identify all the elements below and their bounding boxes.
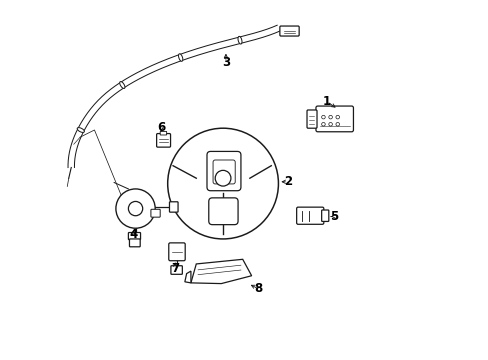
Ellipse shape [238, 36, 242, 44]
FancyBboxPatch shape [321, 210, 328, 221]
FancyBboxPatch shape [171, 266, 182, 274]
Circle shape [335, 122, 339, 126]
Polygon shape [68, 25, 279, 167]
Text: 7: 7 [171, 262, 179, 275]
FancyBboxPatch shape [151, 209, 160, 217]
FancyBboxPatch shape [213, 160, 235, 184]
FancyBboxPatch shape [206, 152, 241, 191]
Ellipse shape [120, 82, 124, 89]
FancyBboxPatch shape [160, 131, 166, 135]
FancyBboxPatch shape [208, 198, 238, 225]
FancyBboxPatch shape [168, 243, 185, 261]
FancyBboxPatch shape [128, 233, 140, 240]
Circle shape [321, 115, 325, 119]
FancyBboxPatch shape [169, 202, 178, 212]
Circle shape [335, 115, 339, 119]
Circle shape [215, 170, 230, 186]
Circle shape [128, 202, 142, 216]
Ellipse shape [178, 54, 183, 61]
Circle shape [116, 189, 155, 228]
FancyBboxPatch shape [129, 239, 140, 247]
Circle shape [328, 115, 332, 119]
Circle shape [328, 122, 332, 126]
FancyBboxPatch shape [306, 110, 316, 128]
Text: 3: 3 [222, 55, 229, 69]
Text: 5: 5 [329, 210, 337, 223]
Text: 4: 4 [129, 228, 138, 241]
Text: 1: 1 [322, 95, 330, 108]
Circle shape [167, 128, 278, 239]
Polygon shape [190, 259, 251, 284]
Text: 2: 2 [284, 175, 291, 188]
FancyBboxPatch shape [156, 134, 170, 147]
Text: 8: 8 [254, 283, 263, 296]
Ellipse shape [77, 128, 84, 132]
Text: 6: 6 [157, 121, 165, 134]
FancyBboxPatch shape [279, 26, 299, 36]
Polygon shape [184, 271, 190, 283]
Circle shape [321, 122, 325, 126]
FancyBboxPatch shape [296, 207, 323, 224]
FancyBboxPatch shape [315, 106, 353, 132]
